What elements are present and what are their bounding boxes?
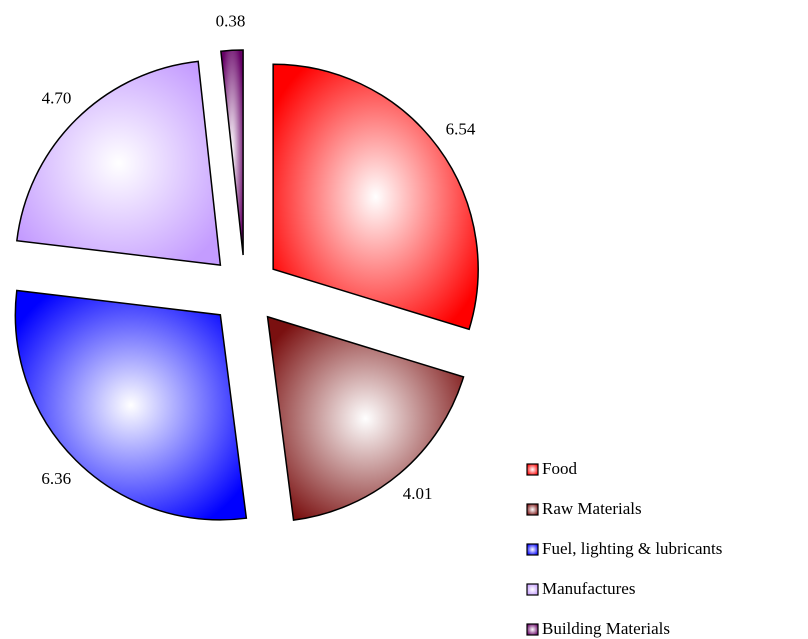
data-label: 0.38 bbox=[216, 11, 246, 30]
legend-swatch bbox=[526, 503, 539, 516]
data-label: 4.70 bbox=[42, 88, 72, 107]
pie-slice bbox=[272, 63, 479, 331]
data-label: 6.36 bbox=[41, 469, 71, 488]
legend-swatch bbox=[526, 623, 539, 636]
legend-swatch bbox=[526, 463, 539, 476]
legend-swatch bbox=[526, 583, 539, 596]
legend-label: Building Materials bbox=[542, 619, 670, 638]
legend-label: Manufactures bbox=[542, 579, 635, 598]
data-label: 4.01 bbox=[403, 484, 433, 503]
legend-label: Raw Materials bbox=[542, 499, 642, 518]
pie-slice bbox=[16, 60, 222, 266]
legend-label: Fuel, lighting & lubricants bbox=[542, 539, 722, 558]
legend-label: Food bbox=[542, 459, 577, 478]
data-label: 6.54 bbox=[446, 120, 476, 139]
pie-slice bbox=[14, 289, 248, 521]
pie-slice bbox=[266, 315, 465, 521]
pie-slice bbox=[220, 49, 244, 256]
legend-swatch bbox=[526, 543, 539, 556]
